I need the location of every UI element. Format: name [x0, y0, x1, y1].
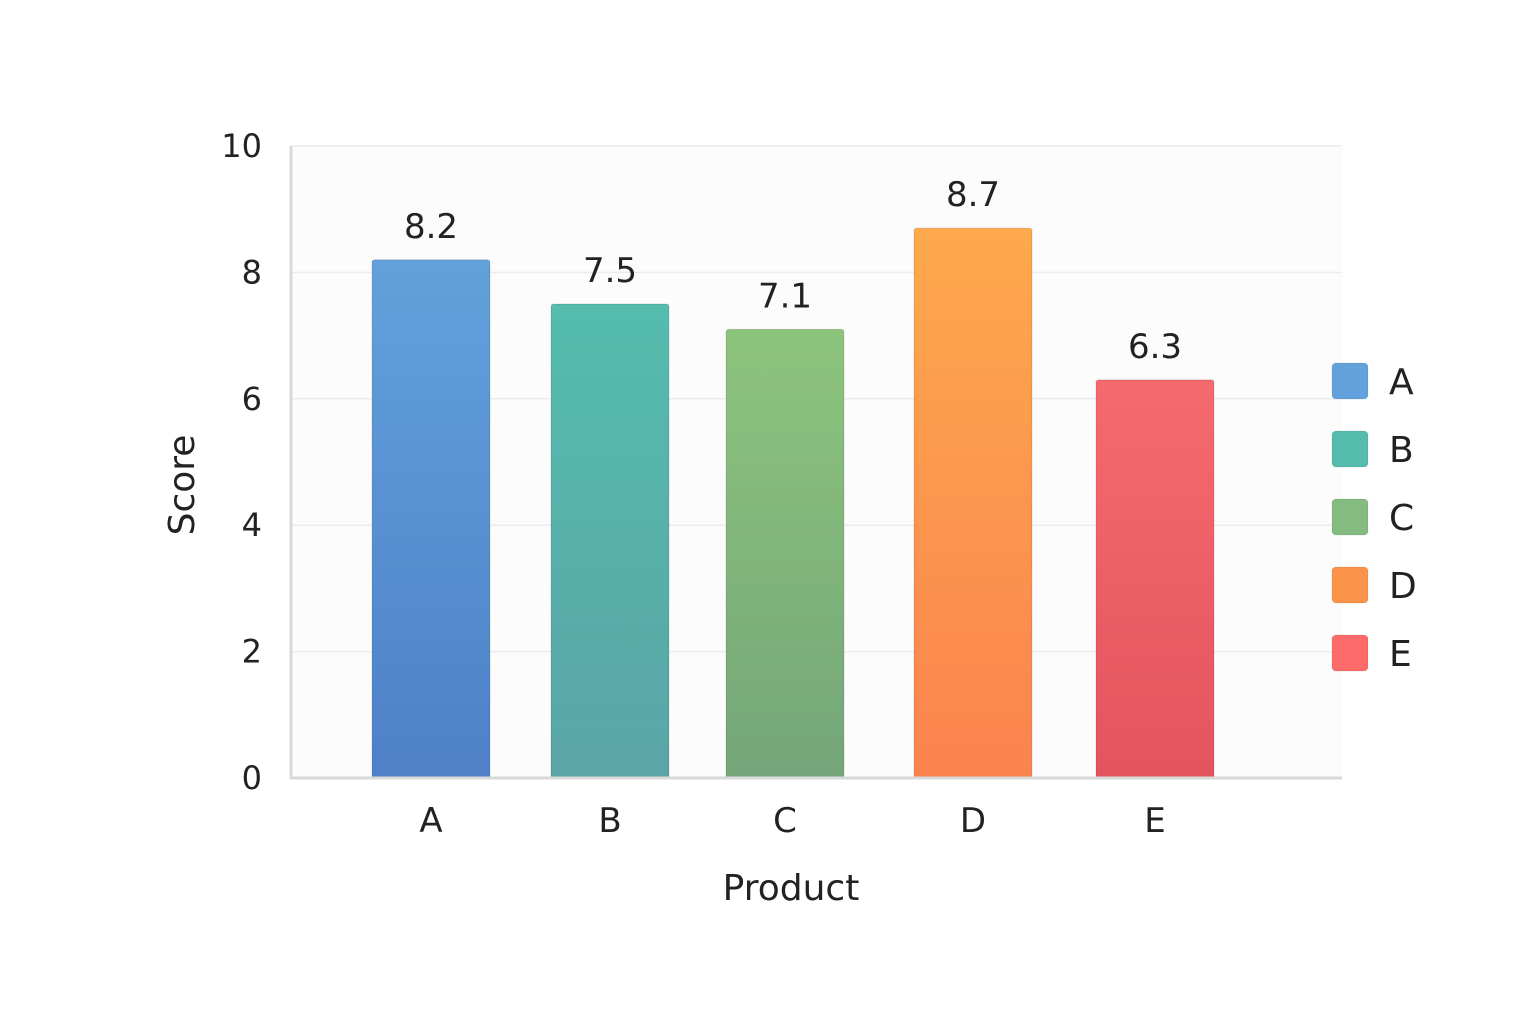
bars: [371, 227, 1215, 779]
x-tick-label-b: B: [598, 801, 621, 841]
value-label-e: 6.3: [1128, 327, 1182, 367]
legend-swatch-d: [1331, 566, 1369, 604]
legend-swatch-a: [1331, 362, 1369, 400]
x-tick-label-c: C: [773, 801, 797, 841]
y-axis-title: Score: [162, 435, 203, 536]
legend-label-a: A: [1389, 362, 1414, 403]
value-label-d: 8.7: [946, 175, 1000, 215]
y-tick-label: 6: [242, 380, 262, 418]
y-tick-label: 8: [242, 253, 262, 291]
bar-d: [913, 227, 1033, 779]
y-tick-label: 10: [221, 127, 262, 165]
y-tick-label: 0: [242, 759, 262, 797]
legend-label-b: B: [1389, 430, 1414, 471]
y-tick-label: 2: [242, 633, 262, 671]
x-tick-label-a: A: [419, 801, 442, 841]
bar-c: [725, 328, 845, 779]
bar-b: [550, 303, 670, 779]
x-tick-label-d: D: [960, 801, 986, 841]
legend-swatch-e: [1331, 634, 1369, 672]
y-tick-label: 4: [242, 506, 262, 544]
legend-label-d: D: [1389, 566, 1417, 607]
legend-swatch-c: [1331, 498, 1369, 536]
value-label-b: 7.5: [583, 251, 637, 291]
bar-a: [371, 259, 491, 779]
legend-label-c: C: [1389, 498, 1414, 539]
x-axis-title: Product: [723, 868, 860, 909]
bar-e: [1095, 379, 1215, 779]
value-label-c: 7.1: [758, 276, 812, 316]
legend-label-e: E: [1389, 634, 1412, 675]
y-tick-labels: 0 2 4 6 8 10: [221, 127, 262, 797]
legend-swatch-b: [1331, 430, 1369, 468]
value-labels: 8.2 7.5 7.1 8.7 6.3: [404, 175, 1182, 367]
value-label-a: 8.2: [404, 207, 458, 247]
x-tick-label-e: E: [1144, 801, 1165, 841]
x-tick-labels: A B C D E: [419, 801, 1165, 841]
